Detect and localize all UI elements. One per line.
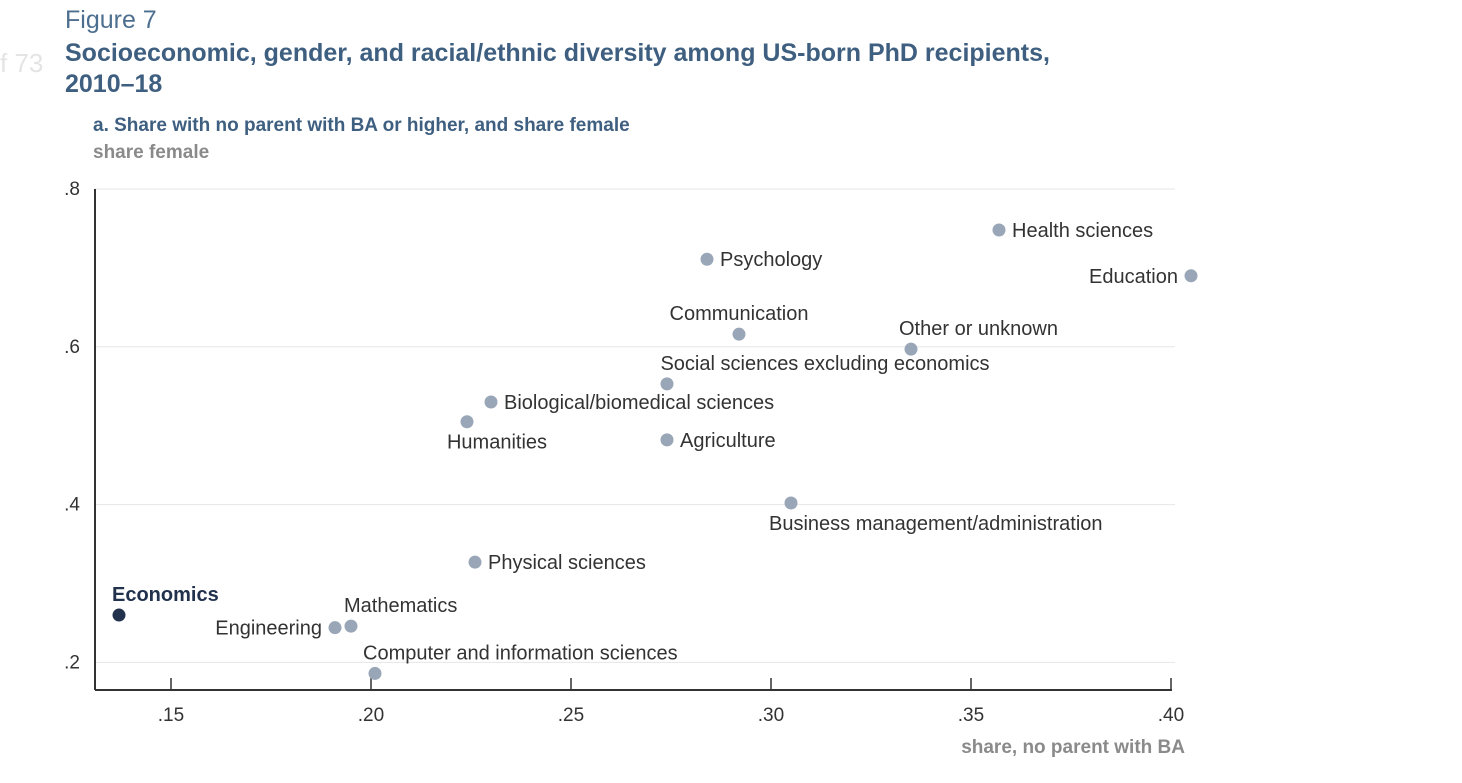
data-point (904, 342, 918, 356)
data-label: Economics (112, 584, 219, 606)
data-label: Biological/biomedical sciences (504, 392, 774, 414)
data-point (700, 252, 714, 266)
x-tick-label: .15 (158, 705, 184, 726)
data-label: Mathematics (344, 595, 457, 617)
x-tick-label: .20 (358, 705, 384, 726)
y-tick-label: .2 (64, 652, 80, 673)
data-label: Business management/administration (769, 513, 1103, 535)
y-axis-label: share female (93, 142, 210, 163)
data-point (468, 555, 482, 569)
page-number-watermark: f 73 (0, 48, 44, 78)
y-tick-label: .6 (64, 337, 80, 358)
data-label: Education (1089, 266, 1178, 288)
data-label: Other or unknown (899, 318, 1058, 340)
data-point (784, 496, 798, 510)
data-point (732, 327, 746, 341)
data-point (460, 415, 474, 429)
y-tick-label: .8 (64, 179, 80, 200)
data-point (328, 621, 342, 635)
data-label: Communication (670, 303, 809, 325)
y-tick-label: .4 (64, 495, 80, 516)
data-point (112, 608, 126, 622)
x-axis-label: share, no parent with BA (961, 737, 1185, 758)
data-label: Agriculture (680, 430, 776, 452)
data-label: Engineering (215, 618, 322, 640)
data-point (344, 619, 358, 633)
data-label: Social sciences excluding economics (660, 353, 989, 375)
data-point (660, 433, 674, 447)
data-label: Psychology (720, 249, 822, 271)
figure-label: Figure 7 (65, 6, 157, 34)
chart-title: Socioeconomic, gender, and racial/ethnic… (65, 39, 1050, 98)
data-label: Physical sciences (488, 552, 646, 574)
data-point (992, 223, 1006, 237)
data-point (368, 666, 382, 680)
chart-subtitle: a. Share with no parent with BA or highe… (93, 115, 630, 136)
data-point (484, 395, 498, 409)
data-point (1184, 269, 1198, 283)
x-tick-label: .40 (1158, 705, 1184, 726)
data-label: Humanities (447, 432, 547, 454)
x-tick-label: .35 (958, 705, 984, 726)
data-label: Health sciences (1012, 220, 1153, 242)
x-tick-label: .30 (758, 705, 784, 726)
x-tick-label: .25 (558, 705, 584, 726)
data-point (660, 377, 674, 391)
data-label: Computer and information sciences (363, 642, 678, 664)
